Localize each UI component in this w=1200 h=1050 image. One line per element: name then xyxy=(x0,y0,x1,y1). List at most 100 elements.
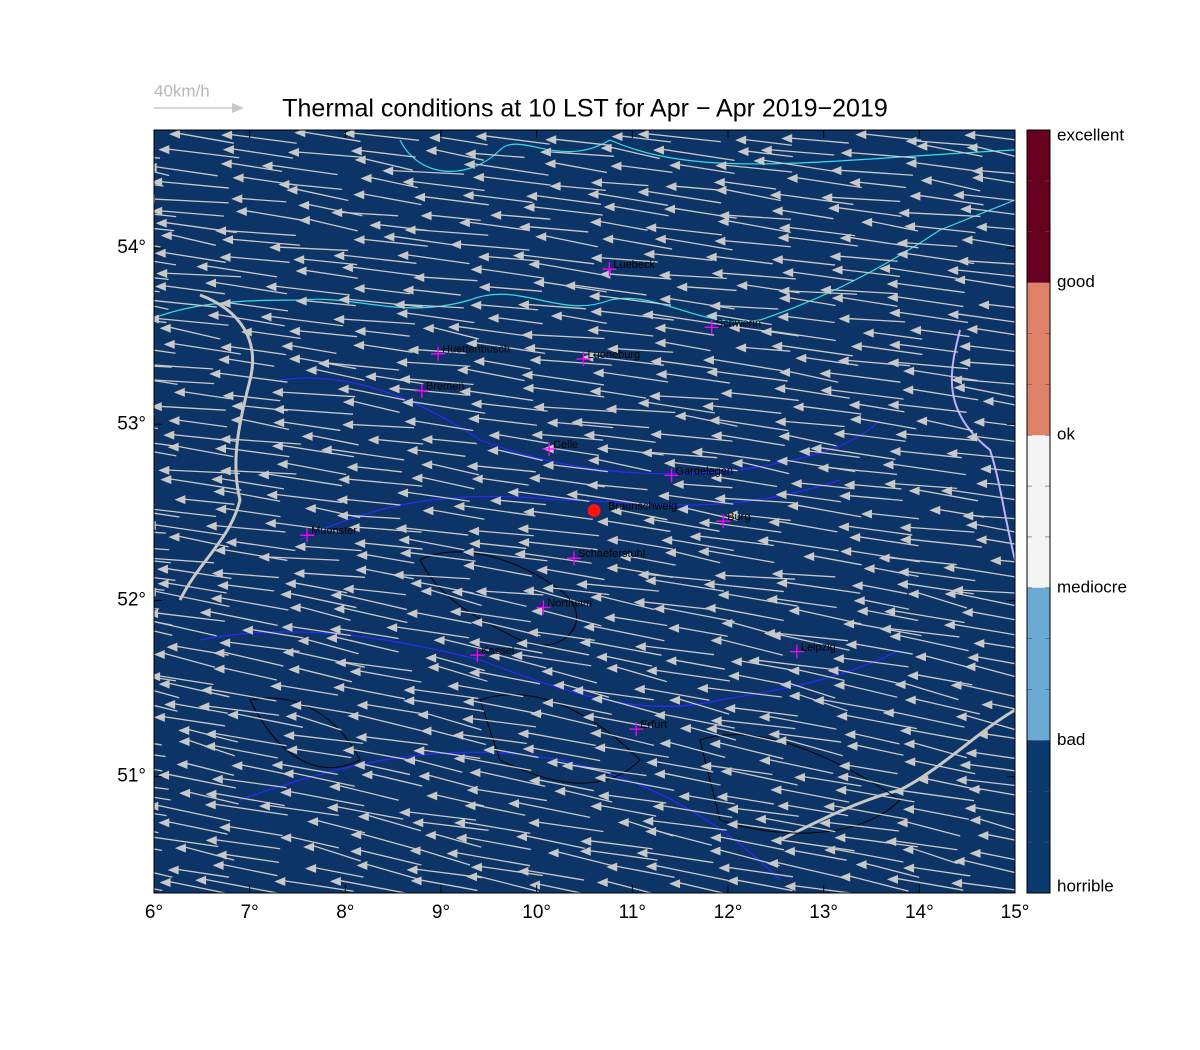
wind-arrowhead xyxy=(154,194,155,204)
wind-arrowhead xyxy=(709,833,721,843)
wind-arrow xyxy=(175,445,234,458)
wind-arrow xyxy=(779,572,836,578)
wind-arrow xyxy=(84,847,151,861)
wind-arrow xyxy=(963,714,1015,731)
wind-arrowhead xyxy=(407,345,419,355)
wind-arrow xyxy=(154,199,156,202)
wind-arrowhead xyxy=(353,283,365,293)
wind-arrow xyxy=(912,697,981,715)
wind-arrow xyxy=(337,879,407,893)
wind-arrow xyxy=(722,574,796,580)
wind-arrow xyxy=(154,165,218,177)
wind-arrow xyxy=(904,242,958,248)
wind-arrowhead xyxy=(521,330,533,340)
wind-arrowhead xyxy=(231,761,243,771)
wind-arrow xyxy=(478,865,543,877)
wind-arrow xyxy=(955,313,1015,323)
wind-arrow xyxy=(614,347,674,353)
wind-arrow xyxy=(791,849,847,861)
wind-arrowhead xyxy=(909,325,921,335)
wind-arrow xyxy=(910,369,979,382)
wind-arrow xyxy=(675,626,728,637)
wind-arrow xyxy=(409,400,486,414)
wind-arrowhead xyxy=(665,656,677,666)
wind-arrowhead xyxy=(916,141,928,151)
wind-arrowhead xyxy=(606,862,618,872)
wind-arrowhead xyxy=(205,278,217,288)
wind-arrowhead xyxy=(113,161,124,170)
wind-arrowhead xyxy=(451,587,463,597)
wind-arrowhead xyxy=(225,537,237,547)
wind-arrow xyxy=(346,298,424,308)
wind-arrowhead xyxy=(353,760,365,770)
wind-arrowhead xyxy=(830,166,842,176)
wind-arrow xyxy=(519,653,592,667)
wind-arrow xyxy=(90,384,151,396)
wind-arrow xyxy=(890,463,966,476)
wind-arrow xyxy=(684,507,738,521)
wind-arrowhead xyxy=(406,865,418,875)
wind-arrowhead xyxy=(265,282,277,292)
wind-arrowhead xyxy=(819,369,831,379)
wind-arrowhead xyxy=(273,418,285,428)
wind-arrowhead xyxy=(929,505,941,515)
wind-arrow xyxy=(835,206,902,217)
wind-arrowhead xyxy=(158,145,170,155)
wind-arrow xyxy=(341,685,406,700)
wind-arrow xyxy=(826,821,900,832)
wind-arrow xyxy=(361,287,411,295)
wind-arrowhead xyxy=(154,248,166,258)
wind-arrow xyxy=(837,255,898,262)
wind-arrow xyxy=(892,482,958,490)
wind-arrowhead xyxy=(969,815,981,825)
wind-arrow xyxy=(404,491,470,502)
wind-arrowhead xyxy=(700,761,712,771)
wind-arrow xyxy=(154,523,225,536)
wind-arrow xyxy=(221,666,278,681)
wind-arrow xyxy=(856,403,905,413)
wind-arrowhead xyxy=(102,525,113,534)
wind-arrow xyxy=(154,630,173,636)
wind-arrowhead xyxy=(889,632,901,642)
wind-arrowhead xyxy=(884,479,896,489)
wind-arrowhead xyxy=(227,710,239,720)
wind-arrow xyxy=(472,152,525,159)
wind-arrow xyxy=(662,326,715,336)
wind-arrowhead xyxy=(96,480,107,489)
wind-arrow xyxy=(154,704,178,712)
map-layers xyxy=(84,130,1015,893)
wind-arrowhead xyxy=(215,504,227,514)
wind-arrowhead xyxy=(973,639,985,649)
wind-arrow xyxy=(598,310,674,321)
wind-arrow xyxy=(154,531,166,534)
wind-arrowhead xyxy=(507,487,519,497)
wind-arrowhead xyxy=(89,174,100,183)
wind-arrowhead xyxy=(679,723,691,733)
wind-arrow xyxy=(341,254,417,264)
wind-arrow xyxy=(658,433,733,442)
wind-arrow xyxy=(766,715,837,730)
wind-arrowhead xyxy=(550,311,562,321)
wind-arrow xyxy=(436,136,488,146)
wind-arrowhead xyxy=(943,563,955,573)
wind-arrowhead xyxy=(515,832,527,842)
wind-arrow xyxy=(827,372,901,383)
wind-arrowhead xyxy=(879,624,891,634)
wind-arrowhead xyxy=(90,785,101,794)
wind-arrow xyxy=(870,331,923,340)
wind-arrowhead xyxy=(976,479,988,489)
wind-arrow xyxy=(915,591,968,609)
wind-arrow xyxy=(433,655,485,672)
wind-arrowhead xyxy=(92,837,103,846)
wind-arrowhead xyxy=(633,597,645,607)
wind-arrowhead xyxy=(839,491,851,501)
wind-arrow xyxy=(618,509,668,521)
wind-arrowhead xyxy=(449,607,461,617)
wind-arrowhead xyxy=(402,285,414,295)
wind-arrow xyxy=(406,538,465,551)
wind-arrow xyxy=(965,260,1015,265)
wind-arrow xyxy=(181,390,230,400)
wind-arrowhead xyxy=(522,586,534,596)
wind-arrow xyxy=(461,821,531,834)
wind-arrowhead xyxy=(398,808,410,818)
